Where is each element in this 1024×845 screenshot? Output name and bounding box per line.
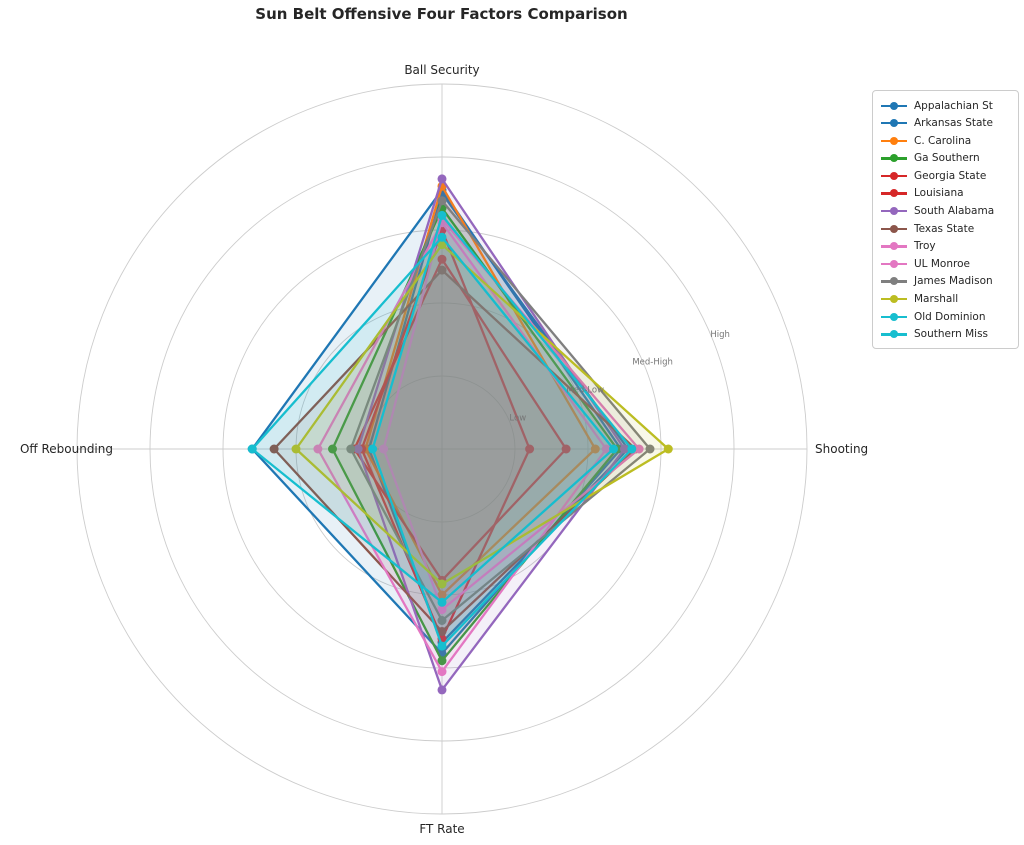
series-marker-icon — [437, 627, 447, 636]
legend-label: James Madison — [914, 275, 993, 288]
series-fill-13 — [372, 215, 632, 647]
series-marker-icon — [379, 444, 389, 454]
legend-marker-icon — [881, 329, 907, 339]
series-fill-5 — [354, 259, 567, 581]
series-marker-icon — [437, 210, 447, 220]
legend-label: Old Dominion — [914, 310, 986, 323]
series-marker-icon — [525, 444, 535, 454]
legend-label: Troy — [914, 240, 936, 253]
legend-marker-icon — [881, 118, 907, 128]
series-marker-icon — [437, 667, 447, 677]
legend-item: Arkansas State — [881, 116, 1010, 131]
legend-item: Southern Miss — [881, 327, 1010, 342]
legend-marker-icon — [881, 241, 907, 251]
series-marker-icon — [437, 265, 447, 275]
legend-item: Old Dominion — [881, 309, 1010, 324]
series-marker-icon — [437, 196, 447, 206]
axis-label-3: Off Rebounding — [20, 442, 113, 456]
series-fill-2 — [365, 186, 596, 595]
chart-title: Sun Belt Offensive Four Factors Comparis… — [255, 5, 628, 23]
series-marker-icon — [437, 254, 447, 264]
series-marker-icon — [437, 232, 447, 242]
legend-marker-icon — [881, 171, 907, 181]
series-fill-9 — [383, 219, 640, 610]
series-marker-icon — [437, 616, 447, 625]
radial-tick-label: High — [710, 330, 730, 340]
legend-marker-icon — [881, 276, 907, 286]
legend-marker-icon — [881, 312, 907, 322]
legend-item: James Madison — [881, 274, 1010, 289]
series-marker-icon — [247, 444, 257, 454]
legend-label: Marshall — [914, 293, 959, 306]
series-marker-icon — [437, 641, 447, 651]
legend-marker-icon — [881, 294, 907, 304]
series-marker-icon — [353, 444, 363, 454]
legend-marker-icon — [881, 224, 907, 234]
legend-marker-icon — [881, 101, 907, 111]
legend-label: Texas State — [914, 222, 975, 235]
legend-label: Arkansas State — [914, 117, 993, 130]
legend-item: South Alabama — [881, 204, 1010, 219]
legend-item: UL Monroe — [881, 256, 1010, 271]
series-marker-icon — [437, 685, 447, 695]
series-marker-icon — [609, 444, 618, 454]
axis-label-0: Ball Security — [404, 63, 479, 77]
legend-label: South Alabama — [914, 205, 995, 218]
series-marker-icon — [627, 444, 637, 454]
legend-item: Louisiana — [881, 186, 1010, 201]
series-marker-icon — [437, 656, 447, 666]
radial-tick-label: Low — [509, 414, 526, 424]
series-marker-icon — [368, 444, 378, 454]
axis-label-1: Shooting — [815, 442, 868, 456]
legend-label: UL Monroe — [914, 257, 970, 270]
series-fill-7 — [274, 270, 636, 632]
series-marker-icon — [291, 444, 301, 454]
series-marker-icon — [346, 444, 356, 454]
legend-label: Ga Southern — [914, 152, 980, 165]
legend-marker-icon — [881, 136, 907, 146]
series-marker-icon — [313, 444, 323, 454]
legend-marker-icon — [881, 188, 907, 198]
series-fill-10 — [350, 200, 650, 621]
series-marker-icon — [601, 444, 611, 454]
series-marker-icon — [634, 444, 644, 454]
legend: Appalachian St Arkansas State C. Carolina G… — [872, 90, 1019, 349]
legend-item: Troy — [881, 239, 1010, 254]
legend-marker-icon — [881, 206, 907, 216]
legend-item: Marshall — [881, 292, 1010, 307]
legend-marker-icon — [881, 259, 907, 269]
series-marker-icon — [437, 605, 447, 615]
series-fill-1 — [369, 193, 629, 643]
legend-item: Texas State — [881, 221, 1010, 236]
legend-label: Louisiana — [914, 187, 964, 200]
legend-label: C. Carolina — [914, 134, 972, 147]
series-marker-icon — [645, 444, 655, 454]
series-marker-icon — [561, 444, 571, 454]
legend-label: Appalachian St — [914, 99, 993, 112]
legend-item: C. Carolina — [881, 133, 1010, 148]
radial-tick-label: Med-High — [632, 358, 673, 368]
series-marker-icon — [437, 240, 447, 250]
axis-label-2: FT Rate — [419, 822, 464, 836]
series-marker-icon — [590, 444, 600, 454]
series-marker-icon — [328, 444, 337, 454]
series-fill-12 — [252, 237, 614, 603]
legend-item: Georgia State — [881, 168, 1010, 183]
legend-label: Southern Miss — [914, 328, 989, 341]
legend-item: Ga Southern — [881, 151, 1010, 166]
series-marker-icon — [437, 590, 447, 600]
series-marker-icon — [620, 444, 629, 454]
legend-marker-icon — [881, 153, 907, 163]
series-marker-icon — [437, 597, 447, 607]
legend-label: Georgia State — [914, 169, 987, 182]
series-marker-icon — [269, 444, 279, 454]
series-marker-icon — [663, 444, 673, 454]
legend-item: Appalachian St — [881, 98, 1010, 113]
series-marker-icon — [437, 579, 447, 589]
series-marker-icon — [437, 174, 447, 184]
radial-tick-label: Med-Low — [566, 386, 604, 396]
